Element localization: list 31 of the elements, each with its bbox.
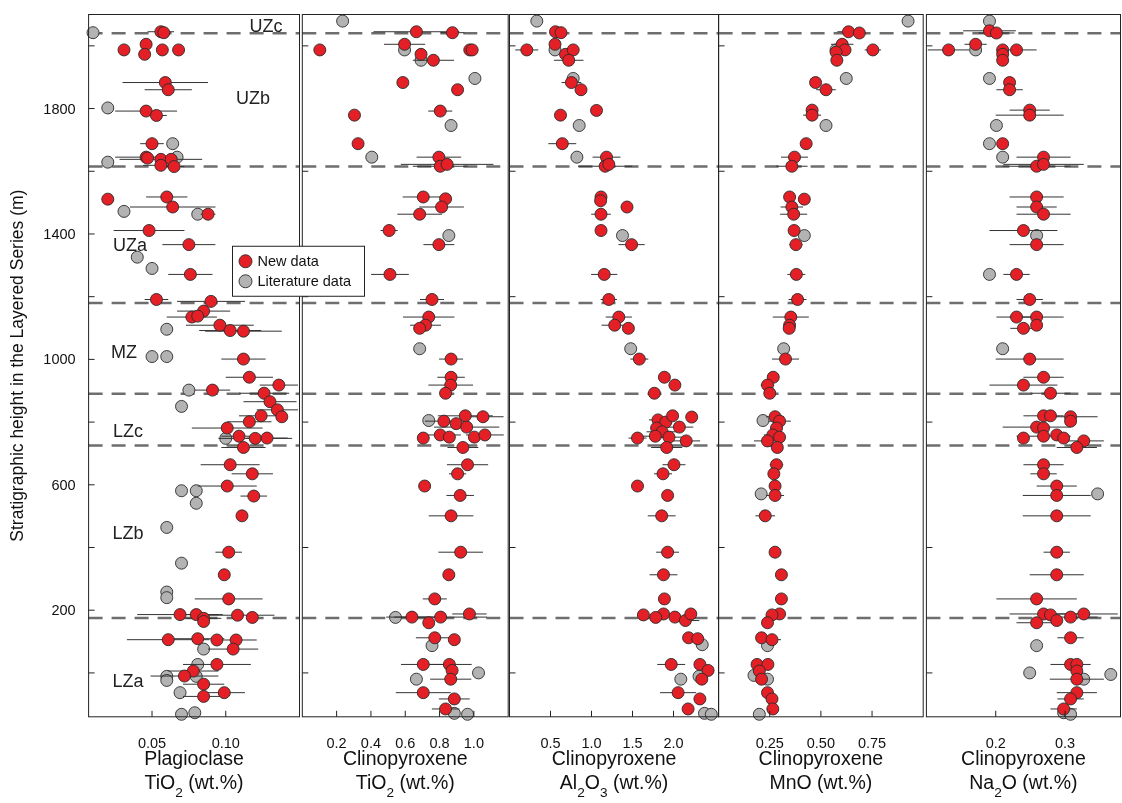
x-tick-label: 0.50 bbox=[806, 734, 836, 751]
y-axis-title: Stratigraphic height in the Layered Series (m) bbox=[6, 189, 27, 542]
x-tick-label: 0.5 bbox=[540, 734, 561, 751]
annotation: UZa bbox=[112, 235, 148, 256]
x-tick-label: 0.4 bbox=[360, 734, 382, 751]
x-tick-label: 0.2 bbox=[326, 734, 347, 751]
x-tick-label: 1.0 bbox=[581, 734, 602, 751]
x-tick-label: 0.05 bbox=[137, 734, 167, 751]
x-tick-label: 0.8 bbox=[429, 734, 450, 751]
x-tick-label: 0.25 bbox=[755, 734, 784, 751]
y-tick-label: 1000 bbox=[43, 351, 76, 368]
annotation: LZc bbox=[112, 421, 144, 442]
legend-label: Literature data bbox=[257, 273, 352, 290]
x-tick-label: 0.10 bbox=[211, 734, 240, 751]
x-tick-label: 1.0 bbox=[463, 734, 484, 751]
x-tick-label: 0.75 bbox=[857, 734, 887, 751]
legend-label: New data bbox=[257, 253, 320, 270]
annotation: UZc bbox=[249, 16, 283, 37]
annotation: LZa bbox=[112, 671, 145, 692]
y-tick-label: 200 bbox=[51, 602, 76, 619]
x-tick-label: 2.0 bbox=[663, 734, 684, 751]
annotation: LZb bbox=[112, 523, 144, 544]
x-tick-label: 0.6 bbox=[395, 734, 416, 751]
annotation: UZb bbox=[235, 88, 271, 109]
x-tick-label: 1.5 bbox=[622, 734, 643, 751]
y-tick-label: 1800 bbox=[43, 100, 76, 117]
x-tick-label: 0.3 bbox=[1054, 734, 1076, 751]
annotation: MZ bbox=[111, 342, 137, 363]
y-tick-label: 600 bbox=[51, 476, 76, 493]
x-tick-label: 0.2 bbox=[985, 734, 1006, 751]
y-tick-label: 1400 bbox=[43, 226, 76, 243]
